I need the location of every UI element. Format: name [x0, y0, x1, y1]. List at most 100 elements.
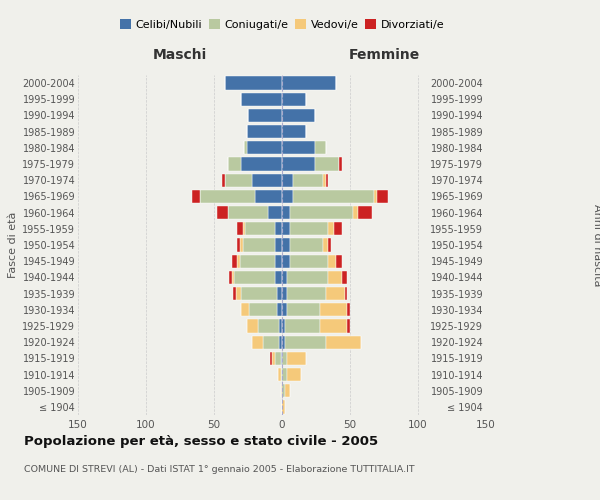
Bar	[229, 270, 232, 284]
Bar	[282, 141, 314, 154]
Bar	[290, 238, 323, 252]
Bar	[326, 336, 361, 349]
Bar	[241, 287, 277, 300]
Bar	[334, 222, 342, 235]
Bar	[192, 190, 200, 203]
Bar	[252, 174, 282, 187]
Bar	[225, 76, 282, 90]
Bar	[342, 270, 347, 284]
Bar	[237, 238, 240, 252]
Legend: Celibi/Nubili, Coniugati/e, Vedovi/e, Divorziati/e: Celibi/Nubili, Coniugati/e, Vedovi/e, Di…	[120, 20, 444, 30]
Bar	[241, 158, 282, 170]
Bar	[287, 287, 326, 300]
Bar	[235, 270, 275, 284]
Bar	[272, 352, 275, 365]
Bar	[237, 222, 242, 235]
Bar	[244, 141, 247, 154]
Bar	[293, 174, 323, 187]
Bar	[347, 303, 350, 316]
Bar	[233, 287, 236, 300]
Y-axis label: Fasce di età: Fasce di età	[8, 212, 18, 278]
Bar	[279, 320, 282, 332]
Bar	[227, 158, 241, 170]
Bar	[240, 238, 242, 252]
Bar	[241, 303, 250, 316]
Bar	[328, 254, 337, 268]
Bar	[282, 303, 287, 316]
Bar	[285, 336, 326, 349]
Bar	[358, 206, 372, 220]
Bar	[275, 352, 281, 365]
Bar	[217, 206, 227, 220]
Bar	[281, 368, 282, 381]
Bar	[277, 303, 282, 316]
Bar	[282, 238, 290, 252]
Bar	[281, 352, 282, 365]
Bar	[328, 222, 334, 235]
Bar	[290, 254, 328, 268]
Bar	[282, 336, 285, 349]
Bar	[278, 368, 281, 381]
Bar	[255, 190, 282, 203]
Bar	[353, 206, 358, 220]
Bar	[287, 270, 328, 284]
Bar	[237, 254, 240, 268]
Bar	[282, 222, 290, 235]
Bar	[314, 141, 326, 154]
Bar	[282, 254, 290, 268]
Text: COMUNE DI STREVI (AL) - Dati ISTAT 1° gennaio 2005 - Elaborazione TUTTITALIA.IT: COMUNE DI STREVI (AL) - Dati ISTAT 1° ge…	[24, 465, 415, 474]
Bar	[320, 303, 347, 316]
Bar	[275, 254, 282, 268]
Bar	[328, 270, 342, 284]
Text: Maschi: Maschi	[153, 48, 207, 62]
Bar	[277, 287, 282, 300]
Bar	[326, 174, 328, 187]
Bar	[282, 190, 293, 203]
Bar	[222, 174, 225, 187]
Bar	[200, 190, 255, 203]
Bar	[247, 141, 282, 154]
Bar	[339, 158, 342, 170]
Bar	[242, 238, 275, 252]
Bar	[337, 254, 342, 268]
Bar	[320, 320, 347, 332]
Bar	[314, 158, 339, 170]
Bar	[281, 384, 282, 398]
Bar	[282, 125, 307, 138]
Bar	[279, 336, 282, 349]
Bar	[270, 352, 272, 365]
Bar	[263, 336, 279, 349]
Bar	[282, 384, 285, 398]
Bar	[326, 287, 344, 300]
Bar	[282, 206, 290, 220]
Bar	[282, 174, 293, 187]
Bar	[282, 109, 314, 122]
Bar	[225, 174, 252, 187]
Bar	[227, 206, 268, 220]
Bar	[282, 76, 337, 90]
Bar	[247, 125, 282, 138]
Text: Anni di nascita: Anni di nascita	[592, 204, 600, 286]
Bar	[287, 303, 320, 316]
Bar	[252, 336, 263, 349]
Bar	[323, 238, 328, 252]
Text: Femmine: Femmine	[349, 48, 419, 62]
Bar	[293, 190, 374, 203]
Bar	[287, 368, 301, 381]
Bar	[374, 190, 377, 203]
Bar	[347, 320, 350, 332]
Bar	[287, 352, 307, 365]
Bar	[250, 303, 277, 316]
Bar	[242, 222, 245, 235]
Bar	[275, 238, 282, 252]
Bar	[275, 270, 282, 284]
Bar	[290, 206, 353, 220]
Bar	[232, 270, 235, 284]
Bar	[328, 238, 331, 252]
Bar	[282, 158, 314, 170]
Bar	[268, 206, 282, 220]
Bar	[282, 352, 287, 365]
Bar	[282, 320, 285, 332]
Bar	[285, 320, 320, 332]
Bar	[377, 190, 388, 203]
